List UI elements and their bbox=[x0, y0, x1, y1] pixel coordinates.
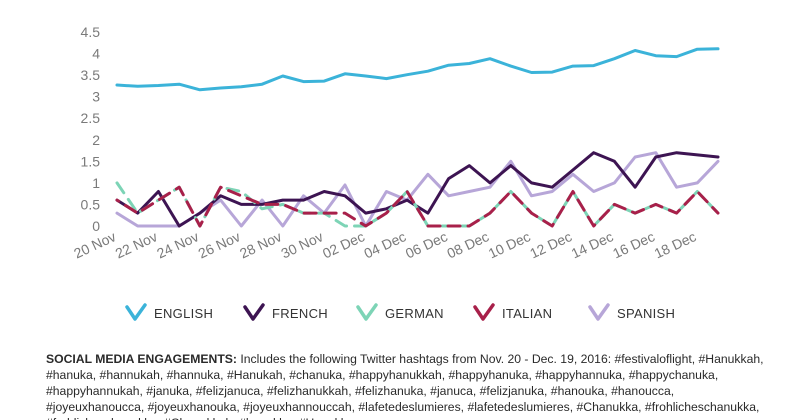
legend-swatch-italian bbox=[473, 303, 495, 321]
x-tick-label: 28 Nov bbox=[237, 228, 284, 261]
series-line-italian bbox=[115, 185, 720, 228]
legend-label-french: FRENCH bbox=[272, 306, 328, 321]
x-tick-label: 10 Dec bbox=[486, 228, 533, 261]
legend-label-italian: ITALIAN bbox=[502, 306, 552, 321]
legend-swatch-english bbox=[125, 303, 147, 321]
y-tick-label: 4 bbox=[92, 46, 100, 62]
x-tick-label: 30 Nov bbox=[279, 228, 326, 261]
x-tick-label: 24 Nov bbox=[154, 228, 201, 261]
series-lines bbox=[115, 47, 720, 228]
legend-label-german: GERMAN bbox=[385, 306, 444, 321]
caption-heading: SOCIAL MEDIA ENGAGEMENTS: bbox=[46, 352, 237, 366]
x-tick-label: 22 Nov bbox=[113, 228, 160, 261]
y-tick-label: 2 bbox=[92, 132, 100, 148]
y-tick-label: 0 bbox=[92, 218, 100, 234]
y-tick-label: 4.5 bbox=[81, 24, 101, 40]
y-tick-label: 2.5 bbox=[81, 110, 101, 126]
y-tick-label: 1 bbox=[92, 175, 100, 191]
y-tick-label: 0.5 bbox=[81, 196, 101, 212]
legend-swatch-french bbox=[243, 303, 265, 321]
legend-label-spanish: SPANISH bbox=[617, 306, 675, 321]
series-line-english bbox=[115, 47, 720, 92]
x-tick-label: 08 Dec bbox=[444, 228, 491, 261]
x-tick-label: 26 Nov bbox=[196, 228, 243, 261]
y-axis-ticks: 0 0.5 1 1.5 2 2.5 3 3.5 4 4.5 bbox=[81, 24, 101, 234]
legend-swatch-spanish bbox=[588, 303, 610, 321]
x-tick-label: 02 Dec bbox=[320, 228, 367, 261]
caption: SOCIAL MEDIA ENGAGEMENTS: Includes the f… bbox=[46, 351, 766, 420]
legend: ENGLISH FRENCH GERMAN ITALIAN SPANISH bbox=[125, 303, 675, 321]
y-tick-label: 3 bbox=[92, 89, 100, 105]
legend-swatch-german bbox=[356, 303, 378, 321]
x-tick-label: 18 Dec bbox=[652, 228, 699, 261]
y-tick-label: 1.5 bbox=[81, 153, 101, 169]
x-tick-label: 12 Dec bbox=[527, 228, 574, 261]
x-tick-label: 14 Dec bbox=[569, 228, 616, 261]
series-line-spanish bbox=[115, 151, 720, 228]
x-tick-label: 06 Dec bbox=[403, 228, 450, 261]
x-tick-label: 16 Dec bbox=[610, 228, 657, 261]
caption-text: Includes the following Twitter hashtags … bbox=[46, 352, 764, 420]
x-tick-label: 04 Dec bbox=[361, 228, 408, 261]
y-tick-label: 3.5 bbox=[81, 67, 101, 83]
legend-label-english: ENGLISH bbox=[154, 306, 213, 321]
